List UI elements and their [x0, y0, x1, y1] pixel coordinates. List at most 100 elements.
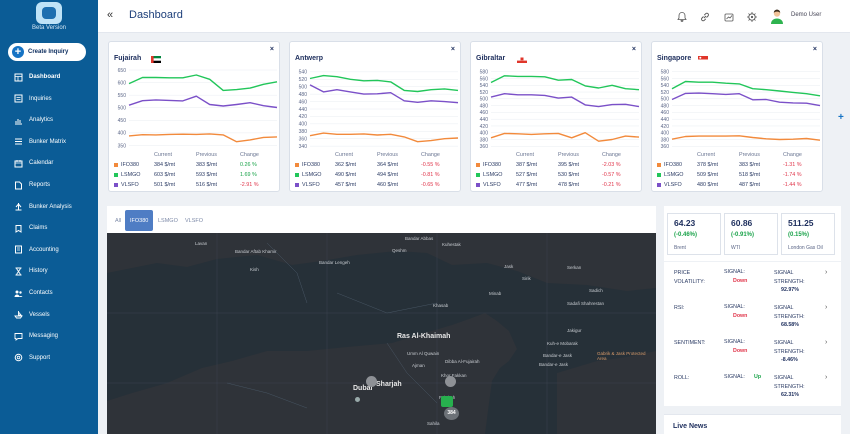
sidebar-item-contacts[interactable]: Contacts	[0, 284, 98, 302]
y-tick-label: 340	[299, 144, 308, 150]
user-name[interactable]: Demo User	[791, 12, 822, 18]
sidebar-item-claims[interactable]: Claims	[0, 219, 98, 237]
map-label: Dubai	[353, 385, 373, 392]
sidebar-item-vessels[interactable]: Vessels	[0, 306, 98, 324]
y-tick-label: 360	[480, 144, 489, 150]
price-marker[interactable]: 384	[444, 407, 459, 420]
bell-icon[interactable]	[676, 11, 688, 23]
market-index-london-gas-oil[interactable]: 511.25 (0.15%) London Gas Oil	[781, 213, 835, 255]
chevron-right-icon[interactable]: ›	[825, 374, 828, 381]
index-value: 64.23	[674, 218, 696, 228]
y-tick-label: 360	[661, 144, 670, 150]
map-tab-vlsfo[interactable]: VLSFO	[185, 217, 204, 224]
dashboard-icon	[14, 73, 23, 81]
map-tab-lsmgo[interactable]: LSMGO	[158, 217, 178, 224]
current-price: 527 $/mt	[516, 172, 537, 178]
fuel-cell: VLSFO	[476, 182, 516, 188]
sidebar-item-analytics[interactable]: Analytics	[0, 111, 98, 129]
map-point[interactable]	[355, 397, 360, 402]
fuel-name: LSMGO	[664, 172, 684, 178]
fuel-cell: IFO380	[657, 162, 697, 168]
fuel-cell: VLSFO	[295, 182, 335, 188]
y-tick-label: 400	[299, 122, 308, 128]
y-tick-label: 420	[480, 124, 489, 130]
y-tick-label: 560	[661, 76, 670, 82]
fuel-cell: IFO380	[476, 162, 516, 168]
close-card-icon[interactable]: ×	[812, 46, 817, 53]
map-label: Bandar Aftab Khamir	[235, 249, 277, 254]
signal-strength-label: SIGNAL STRENGTH:	[774, 270, 805, 285]
fujairah-port-marker[interactable]	[441, 396, 453, 407]
current-price: 384 $/mt	[154, 162, 175, 168]
series-line-ifo380	[128, 133, 278, 143]
map-cluster-marker[interactable]	[366, 376, 377, 387]
close-card-icon[interactable]: ×	[269, 46, 274, 53]
map[interactable]: Lavan Bandar Aftab Khamir Kish Bandar Le…	[107, 233, 656, 434]
y-tick-label: 580	[661, 69, 670, 75]
price-change: -2.03 %	[602, 162, 621, 168]
map-label: Jakigur	[567, 328, 582, 333]
market-index-wti[interactable]: 60.86 (-0.91%) WTI	[724, 213, 778, 255]
y-tick-label: 500	[480, 97, 489, 103]
chevron-right-icon[interactable]: ›	[825, 304, 828, 311]
chart-bag-icon[interactable]	[723, 11, 735, 23]
map-tab-ifo380[interactable]: IFO380	[125, 210, 154, 231]
sidebar-item-inquiries[interactable]: Inquiries	[0, 90, 98, 108]
y-tick-label: 400	[661, 131, 670, 137]
series-line-lsmgo	[309, 74, 459, 93]
legend-swatch	[114, 173, 118, 177]
price-row: LSMGO 490 $/mt 494 $/mt -0.81 %	[295, 170, 457, 180]
map-canvas	[107, 233, 656, 434]
sidebar-item-bunker-matrix[interactable]: Bunker Matrix	[0, 133, 98, 151]
chevron-right-icon[interactable]: ›	[825, 339, 828, 346]
y-tick-label: 540	[661, 83, 670, 89]
create-inquiry-button[interactable]: + Create Inquiry	[8, 43, 86, 61]
y-tick-label: 460	[480, 110, 489, 116]
sidebar-item-dashboard[interactable]: Dashboard	[0, 68, 98, 86]
signal-name: PRICE VOLATILITY:	[674, 270, 705, 285]
market-index-brent[interactable]: 64.23 (-0.46%) Brent	[667, 213, 721, 255]
legend-swatch	[295, 163, 299, 167]
chevron-right-icon[interactable]: ›	[825, 269, 828, 276]
y-tick-label: 450	[118, 118, 127, 124]
sidebar-item-support[interactable]: Support	[0, 349, 98, 367]
sidebar-item-accounting[interactable]: Accounting	[0, 241, 98, 259]
series-line-ifo380	[309, 132, 459, 143]
series-line-ifo380	[490, 131, 640, 142]
signal-name: SENTIMENT:	[674, 340, 706, 346]
sidebar-item-label: History	[29, 268, 48, 275]
sidebar-item-messaging[interactable]: Messaging	[0, 327, 98, 345]
fuel-name: IFO380	[483, 162, 501, 168]
map-label: Minab	[489, 291, 502, 296]
previous-price: 460 $/mt	[377, 182, 398, 188]
previous-price: 593 $/mt	[196, 172, 217, 178]
sidebar-item-bunker-analysis[interactable]: Bunker Analysis	[0, 198, 98, 216]
index-name: Brent	[674, 245, 686, 251]
current-price: 362 $/mt	[335, 162, 356, 168]
sidebar-item-reports[interactable]: Reports	[0, 176, 98, 194]
map-cluster-marker[interactable]	[445, 376, 456, 387]
add-port-button[interactable]: +	[838, 112, 844, 123]
link-icon[interactable]	[699, 11, 711, 23]
header-current: Current	[154, 152, 172, 158]
close-card-icon[interactable]: ×	[450, 46, 455, 53]
beta-label: Beta Version	[31, 25, 67, 31]
map-label: Sadich	[589, 288, 603, 293]
close-card-icon[interactable]: ×	[631, 46, 636, 53]
collapse-sidebar-icon[interactable]: «	[107, 9, 114, 21]
sidebar-item-calendar[interactable]: Calendar	[0, 154, 98, 172]
app-logo[interactable]	[36, 2, 62, 24]
current-price: 387 $/mt	[516, 162, 537, 168]
y-tick-label: 500	[661, 97, 670, 103]
price-change: -0.55 %	[421, 162, 440, 168]
flag-icon-uae	[150, 56, 161, 63]
signal-strength-label: SIGNAL STRENGTH:	[774, 375, 805, 390]
settings-icon[interactable]	[746, 11, 758, 23]
y-tick-label: 350	[118, 143, 127, 149]
sidebar-item-history[interactable]: History	[0, 262, 98, 280]
y-tick-label: 420	[661, 124, 670, 130]
y-tick-label: 460	[661, 110, 670, 116]
user-avatar[interactable]	[770, 9, 784, 24]
map-tab-all[interactable]: All	[115, 217, 122, 224]
